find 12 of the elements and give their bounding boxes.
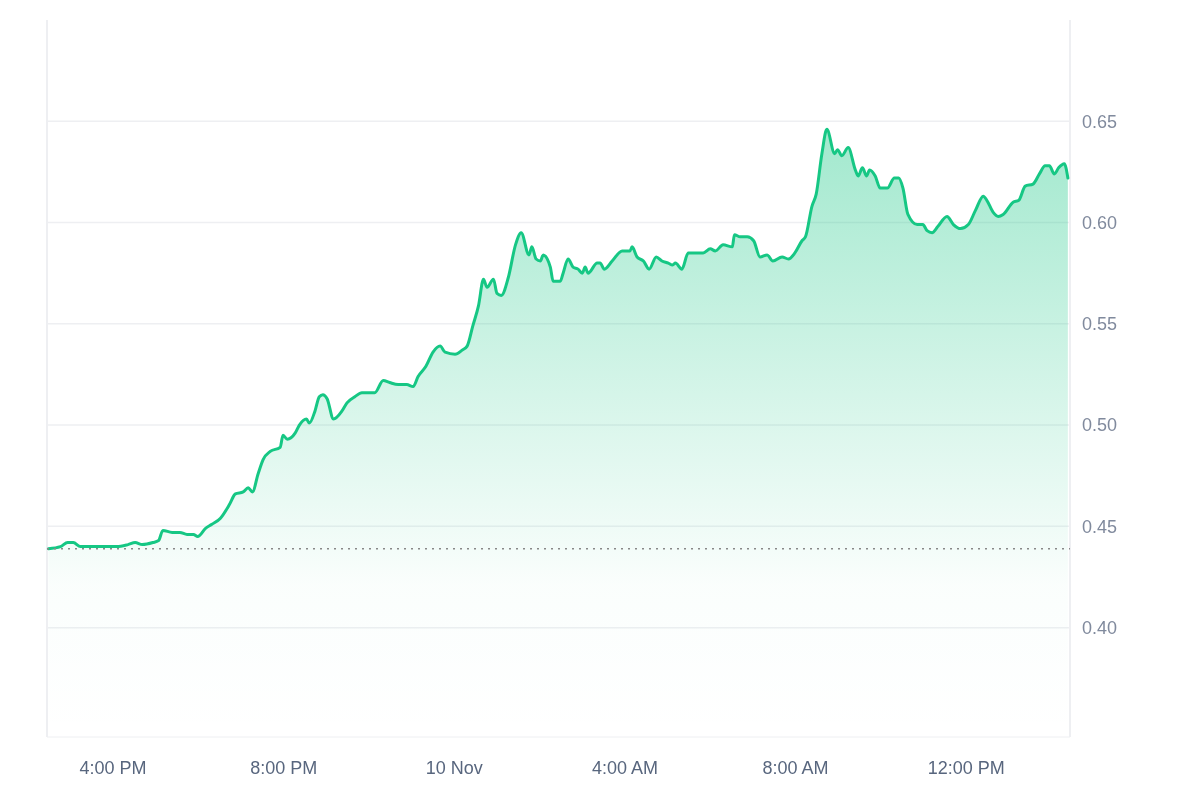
x-tick-label: 4:00 AM: [591, 758, 658, 778]
y-tick-label: 0.50: [1082, 415, 1118, 436]
y-tick-label: 0.60: [1082, 212, 1118, 233]
y-tick-label: 0.40: [1082, 617, 1118, 638]
x-tick-label: 8:00 PM: [250, 758, 318, 778]
x-tick-label: 12:00 PM: [927, 758, 1005, 778]
y-tick-label: 0.55: [1082, 314, 1118, 335]
x-tick-label: 10 Nov: [425, 758, 483, 778]
x-tick-label: 8:00 AM: [762, 758, 829, 778]
y-tick-label: 0.45: [1082, 516, 1118, 537]
y-tick-label: 0.65: [1082, 111, 1118, 132]
x-tick-label: 4:00 PM: [79, 758, 147, 778]
